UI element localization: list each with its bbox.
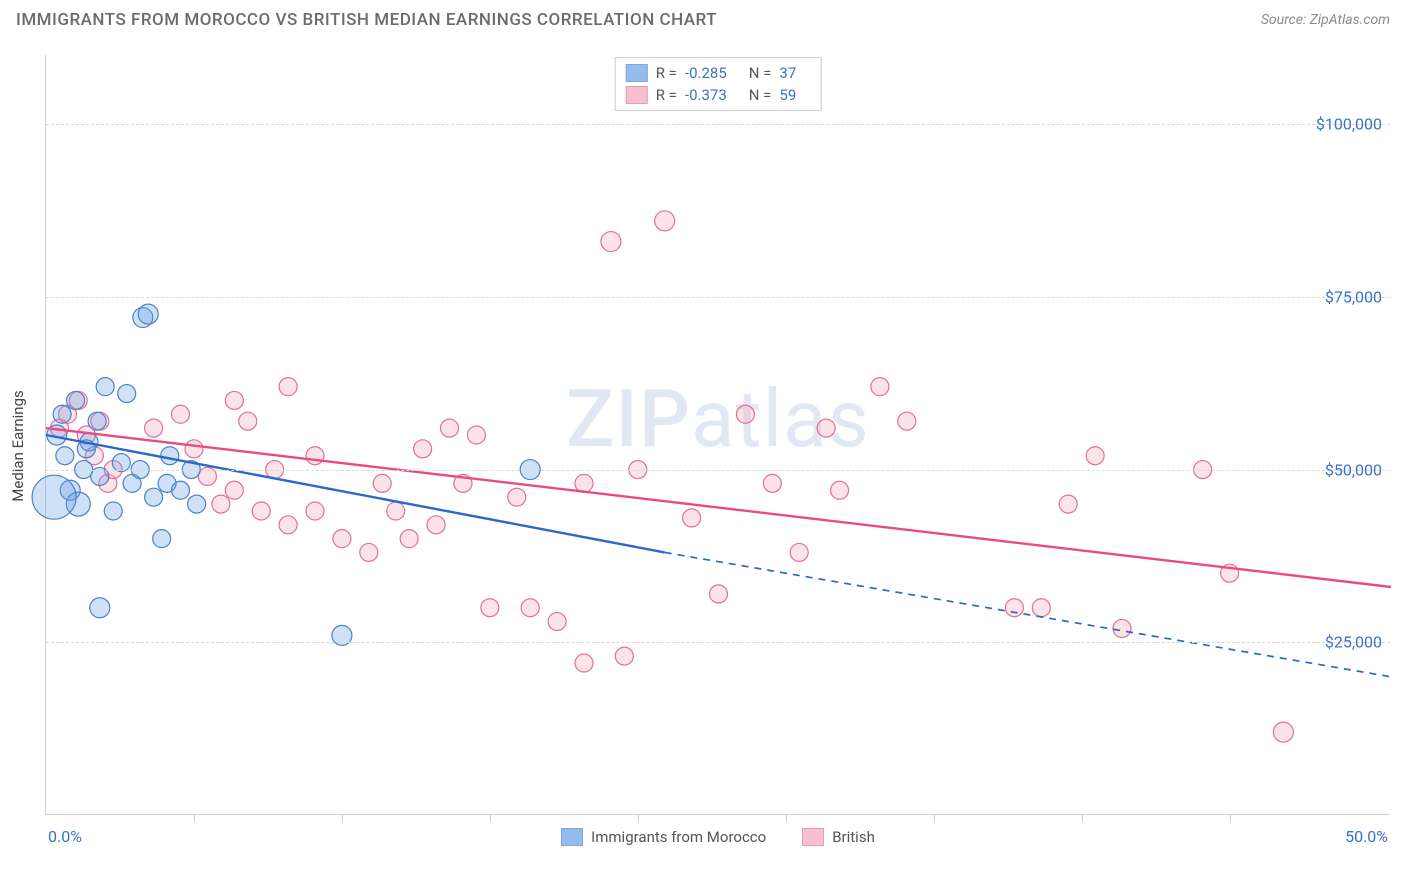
data-point [508,488,526,506]
data-point [601,232,621,252]
trend-line [46,435,665,552]
data-point [153,530,171,548]
x-tick [934,814,935,822]
data-point [441,419,459,437]
data-point [736,405,754,423]
data-point [145,419,163,437]
x-tick [342,814,343,822]
data-point [1059,495,1077,513]
data-point [172,405,190,423]
data-point [817,419,835,437]
x-tick-label: 50.0% [1345,827,1388,846]
trend-line [46,428,1391,587]
data-point [360,543,378,561]
data-point [1005,599,1023,617]
data-point [710,585,728,603]
data-point [306,502,324,520]
data-point [575,654,593,672]
data-point [188,495,206,513]
data-point [575,474,593,492]
data-point [212,495,230,513]
legend-label-1: British [832,828,875,846]
data-point [790,543,808,561]
legend-item-1: British [802,828,875,846]
data-point [871,378,889,396]
data-point [387,502,405,520]
data-point [118,385,136,403]
data-point [1032,599,1050,617]
data-point [373,474,391,492]
legend-label-0: Immigrants from Morocco [591,828,766,846]
data-point [655,211,675,231]
y-axis-title: Median Earnings [9,390,27,501]
data-point [90,598,110,618]
data-point [96,378,114,396]
data-point [161,447,179,465]
data-point [414,440,432,458]
bottom-legend: Immigrants from Morocco British [46,828,1390,846]
plot-svg [46,55,1390,814]
data-point [225,391,243,409]
data-point [67,391,85,409]
plot-area: ZIPatlas R = -0.285 N = 37 R = -0.373 N … [45,55,1390,815]
trend-line-dashed [665,552,1391,676]
data-point [172,481,190,499]
data-point [53,405,71,423]
data-point [481,599,499,617]
x-tick-label: 0.0% [48,827,82,846]
data-point [467,426,485,444]
legend-swatch-1 [802,828,824,846]
data-point [104,502,122,520]
data-point [185,440,203,458]
data-point [763,474,781,492]
y-tick-label: $100,000 [1316,115,1382,134]
data-point [898,412,916,430]
legend-swatch-0 [561,828,583,846]
x-tick [1230,814,1231,822]
data-point [279,378,297,396]
grid-line [46,642,1390,643]
data-point [683,509,701,527]
data-point [32,475,76,519]
x-tick [490,814,491,822]
data-point [521,599,539,617]
data-point [252,502,270,520]
data-point [1113,619,1131,637]
data-point [548,613,566,631]
data-point [279,516,297,534]
chart-title: IMMIGRANTS FROM MOROCCO VS BRITISH MEDIA… [16,10,717,30]
data-point [56,447,74,465]
x-tick [638,814,639,822]
chart-source: Source: ZipAtlas.com [1261,12,1390,28]
data-point [138,304,158,324]
x-tick [786,814,787,822]
grid-line [46,470,1390,471]
legend-item-0: Immigrants from Morocco [561,828,766,846]
x-tick [194,814,195,822]
data-point [615,647,633,665]
data-point [145,488,163,506]
data-point [333,530,351,548]
data-point [427,516,445,534]
grid-line [46,297,1390,298]
data-point [306,447,324,465]
y-tick-label: $75,000 [1325,287,1382,306]
data-point [239,412,257,430]
data-point [1273,722,1293,742]
y-tick-label: $25,000 [1325,633,1382,652]
data-point [225,481,243,499]
x-tick [1082,814,1083,822]
data-point [400,530,418,548]
grid-line [46,124,1390,125]
y-tick-label: $50,000 [1325,460,1382,479]
data-point [88,412,106,430]
data-point [831,481,849,499]
data-point [1086,447,1104,465]
